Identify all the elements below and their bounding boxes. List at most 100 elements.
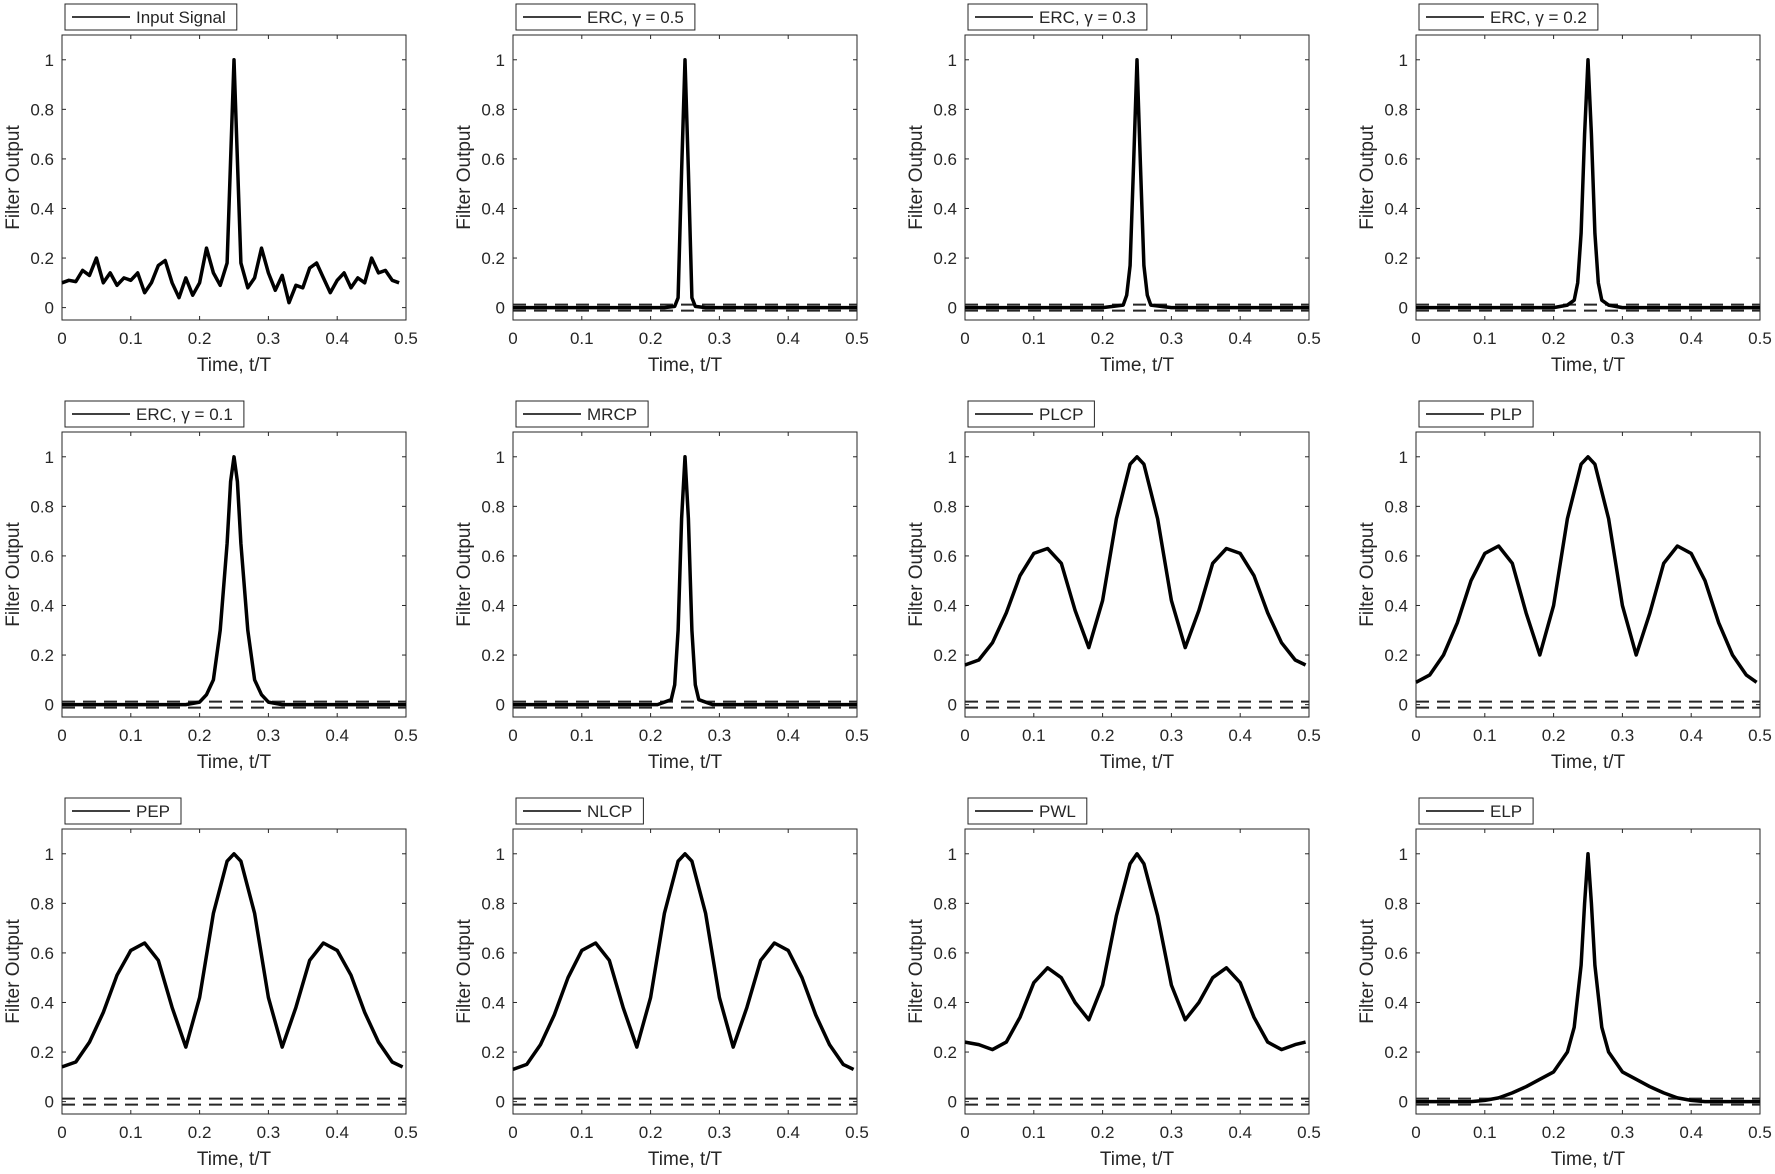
x-tick-label: 0.5 <box>394 329 418 348</box>
legend-label: MRCP <box>587 405 637 424</box>
x-tick-label: 0.1 <box>1022 329 1046 348</box>
subplot-3: 0 0.1 0.2 0.3 0.4 0.5 0 0.2 0.4 0.6 0.8 1 Time, t/T F… <box>906 3 1321 376</box>
legend: ELP <box>1418 797 1534 825</box>
legend: Input Signal <box>64 3 238 31</box>
series-line <box>964 852 1307 1052</box>
x-tick-label: 0 <box>960 329 969 348</box>
x-tick-label: 0.3 <box>257 329 281 348</box>
y-tick-label: 0.6 <box>1384 150 1408 169</box>
subplot-2: 0 0.1 0.2 0.3 0.4 0.5 0 0.2 0.4 0.6 0.8 1 Time, t/T F… <box>454 3 869 376</box>
y-tick-label: 1 <box>948 51 957 70</box>
legend-label: ERC, γ = 0.2 <box>1490 8 1587 27</box>
series-line <box>61 852 404 1069</box>
x-tick-label: 0.2 <box>188 726 212 745</box>
legend-label: NLCP <box>587 802 632 821</box>
y-tick-label: 0 <box>1399 299 1408 318</box>
x-tick-label: 0.2 <box>1542 329 1566 348</box>
y-tick-label: 0.6 <box>481 150 505 169</box>
y-tick-label: 0 <box>948 1093 957 1112</box>
y-tick-label: 0.2 <box>1384 646 1408 665</box>
x-tick-label: 0.3 <box>1611 329 1635 348</box>
x-tick-label: 0 <box>1411 726 1420 745</box>
x-tick-label: 0.2 <box>188 329 212 348</box>
y-tick-label: 0 <box>496 696 505 715</box>
x-tick-label: 0.4 <box>776 1123 800 1142</box>
series-line <box>512 852 855 1072</box>
axes-box <box>61 828 407 1115</box>
axes-box <box>512 828 858 1115</box>
x-tick-label: 0.1 <box>570 1123 594 1142</box>
y-tick-label: 0.4 <box>933 199 957 218</box>
y-axis-label: Filter Output <box>454 125 475 230</box>
y-tick-label: 0.4 <box>481 596 505 615</box>
series-line <box>513 455 857 707</box>
y-tick-label: 0.4 <box>30 199 54 218</box>
legend-label: Input Signal <box>136 8 226 27</box>
y-axis-label: Filter Output <box>454 919 475 1024</box>
x-tick-label: 0.3 <box>708 1123 732 1142</box>
x-tick-label: 0.3 <box>708 726 732 745</box>
y-tick-label: 0 <box>45 1093 54 1112</box>
x-tick-label: 0.5 <box>1748 329 1772 348</box>
legend: PEP <box>64 797 182 825</box>
y-axis-label: Filter Output <box>906 125 927 230</box>
y-tick-label: 0.6 <box>30 547 54 566</box>
x-tick-label: 0 <box>1411 329 1420 348</box>
series-line <box>1415 455 1758 684</box>
series-line <box>62 455 406 707</box>
y-axis-label: Filter Output <box>3 919 24 1024</box>
y-tick-label: 0 <box>948 696 957 715</box>
y-tick-label: 0.2 <box>1384 1043 1408 1062</box>
axes-box <box>512 34 858 321</box>
series-line <box>513 58 857 310</box>
x-axis-label: Time, t/T <box>197 752 272 773</box>
y-tick-label: 0.8 <box>1384 497 1408 516</box>
legend: ERC, γ = 0.5 <box>515 3 696 31</box>
x-tick-label: 0.5 <box>1748 1123 1772 1142</box>
y-tick-label: 0.8 <box>30 100 54 119</box>
legend-label: PLCP <box>1039 405 1083 424</box>
x-tick-label: 0.4 <box>1679 329 1703 348</box>
subplot-12: 0 0.1 0.2 0.3 0.4 0.5 0 0.2 0.4 0.6 0.8 1 Time, t/T F… <box>1357 797 1772 1170</box>
x-tick-label: 0.2 <box>188 1123 212 1142</box>
y-tick-label: 0.2 <box>30 646 54 665</box>
x-tick-label: 0 <box>57 1123 66 1142</box>
y-tick-label: 0.4 <box>30 596 54 615</box>
series-line <box>1416 852 1760 1104</box>
x-axis-label: Time, t/T <box>1551 1149 1626 1170</box>
y-tick-label: 1 <box>948 448 957 467</box>
x-tick-label: 0.4 <box>325 329 349 348</box>
x-tick-label: 0 <box>960 1123 969 1142</box>
x-tick-label: 0.4 <box>1679 1123 1703 1142</box>
legend-label: PWL <box>1039 802 1076 821</box>
x-tick-label: 0.1 <box>1473 726 1497 745</box>
x-tick-label: 0.1 <box>1473 329 1497 348</box>
x-axis-label: Time, t/T <box>1100 752 1175 773</box>
x-tick-label: 0.5 <box>1297 1123 1321 1142</box>
y-tick-label: 0.4 <box>1384 596 1408 615</box>
legend: PLP <box>1418 400 1534 428</box>
legend: NLCP <box>515 797 644 825</box>
x-tick-label: 0.5 <box>1297 329 1321 348</box>
x-tick-label: 0.4 <box>1228 726 1252 745</box>
y-tick-label: 1 <box>1399 448 1408 467</box>
x-tick-label: 0.3 <box>1160 329 1184 348</box>
y-axis-label: Filter Output <box>1357 522 1378 627</box>
y-tick-label: 0.2 <box>481 249 505 268</box>
y-axis-label: Filter Output <box>454 522 475 627</box>
x-tick-label: 0.2 <box>1091 726 1115 745</box>
x-tick-label: 0.2 <box>1091 329 1115 348</box>
subplot-6: 0 0.1 0.2 0.3 0.4 0.5 0 0.2 0.4 0.6 0.8 1 Time, t/T F… <box>454 400 869 773</box>
subplot-4: 0 0.1 0.2 0.3 0.4 0.5 0 0.2 0.4 0.6 0.8 1 Time, t/T F… <box>1357 3 1772 376</box>
y-tick-label: 0.8 <box>481 497 505 516</box>
y-tick-label: 0 <box>1399 1093 1408 1112</box>
y-tick-label: 0.8 <box>1384 894 1408 913</box>
y-tick-label: 1 <box>45 845 54 864</box>
series-line <box>965 58 1309 310</box>
y-tick-label: 0.6 <box>1384 944 1408 963</box>
y-tick-label: 0.6 <box>481 547 505 566</box>
y-tick-label: 1 <box>496 51 505 70</box>
y-tick-label: 0.8 <box>481 100 505 119</box>
x-tick-label: 0.1 <box>119 726 143 745</box>
